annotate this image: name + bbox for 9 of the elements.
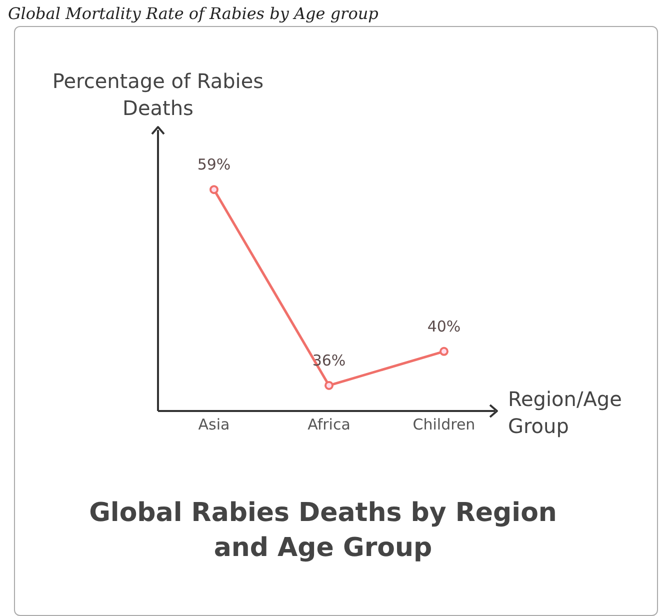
x-tick-label: Africa [308, 416, 350, 434]
data-label: 40% [427, 317, 461, 336]
text: Global Rabies Deaths by Region and Age Group [88, 497, 558, 565]
x-tick-label: Asia [198, 416, 230, 434]
x-axis-title: Region/Age Group [508, 386, 623, 440]
y-axis-title: Percentage of Rabies Deaths [51, 68, 265, 122]
x-tick-label: Children [412, 416, 476, 434]
text: Global Mortality Rate of Rabies by Age group [8, 4, 378, 23]
data-label: 59% [197, 156, 231, 174]
